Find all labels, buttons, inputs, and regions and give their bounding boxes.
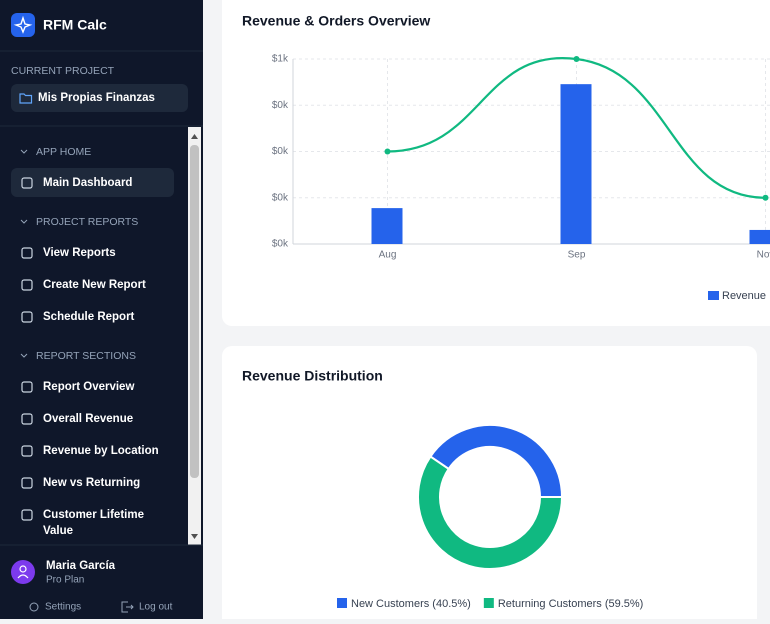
legend-label: New Customers (40.5%) (351, 598, 471, 610)
y-tick-label: $0k (272, 192, 289, 203)
section-header[interactable]: REPORT SECTIONS (36, 350, 136, 362)
line-point (574, 56, 580, 62)
section-header[interactable]: PROJECT REPORTS (36, 216, 138, 228)
chart-title: Revenue Distribution (242, 368, 383, 384)
y-tick-label: $1k (272, 54, 289, 65)
legend-swatch (337, 598, 347, 608)
bar[interactable] (750, 230, 770, 244)
bar[interactable] (372, 208, 403, 244)
line-point (385, 149, 391, 155)
x-tick-label: Sep (568, 250, 586, 261)
nav-item[interactable]: New vs Returning (43, 477, 140, 489)
bar[interactable] (561, 84, 592, 244)
legend-label: Revenue (722, 290, 766, 302)
card (222, 346, 757, 619)
x-tick-label: Aug (379, 250, 397, 261)
legend-label: Returning Customers (59.5%) (498, 598, 644, 610)
user-plan: Pro Plan (46, 575, 84, 586)
y-tick-label: $0k (272, 146, 289, 157)
legend-swatch (484, 598, 494, 608)
legend-swatch (708, 291, 719, 300)
nav-item[interactable]: Main Dashboard (43, 177, 132, 189)
nav-item[interactable]: Report Overview (43, 381, 134, 393)
y-tick-label: $0k (272, 100, 289, 111)
nav-item[interactable]: View Reports (43, 247, 116, 259)
app-name: RFM Calc (43, 17, 107, 33)
nav-item[interactable]: Schedule Report (43, 311, 135, 323)
logout-link[interactable]: Log out (139, 602, 173, 613)
settings-link[interactable]: Settings (45, 602, 81, 613)
line-point (763, 195, 769, 201)
y-tick-label: $0k (272, 239, 289, 250)
chart-title: Revenue & Orders Overview (242, 13, 430, 29)
user-name: Maria García (46, 560, 116, 572)
section-label: CURRENT PROJECT (11, 65, 115, 77)
project-name: Mis Propias Finanzas (38, 92, 155, 104)
scrollbar-thumb[interactable] (190, 145, 199, 478)
nav-item[interactable]: Overall Revenue (43, 413, 133, 425)
nav-item[interactable]: Revenue by Location (43, 445, 159, 457)
section-header[interactable]: APP HOME (36, 146, 91, 158)
nav-item[interactable]: Create New Report (43, 279, 146, 291)
x-tick-label: Nov (757, 250, 770, 261)
card (222, 0, 770, 326)
